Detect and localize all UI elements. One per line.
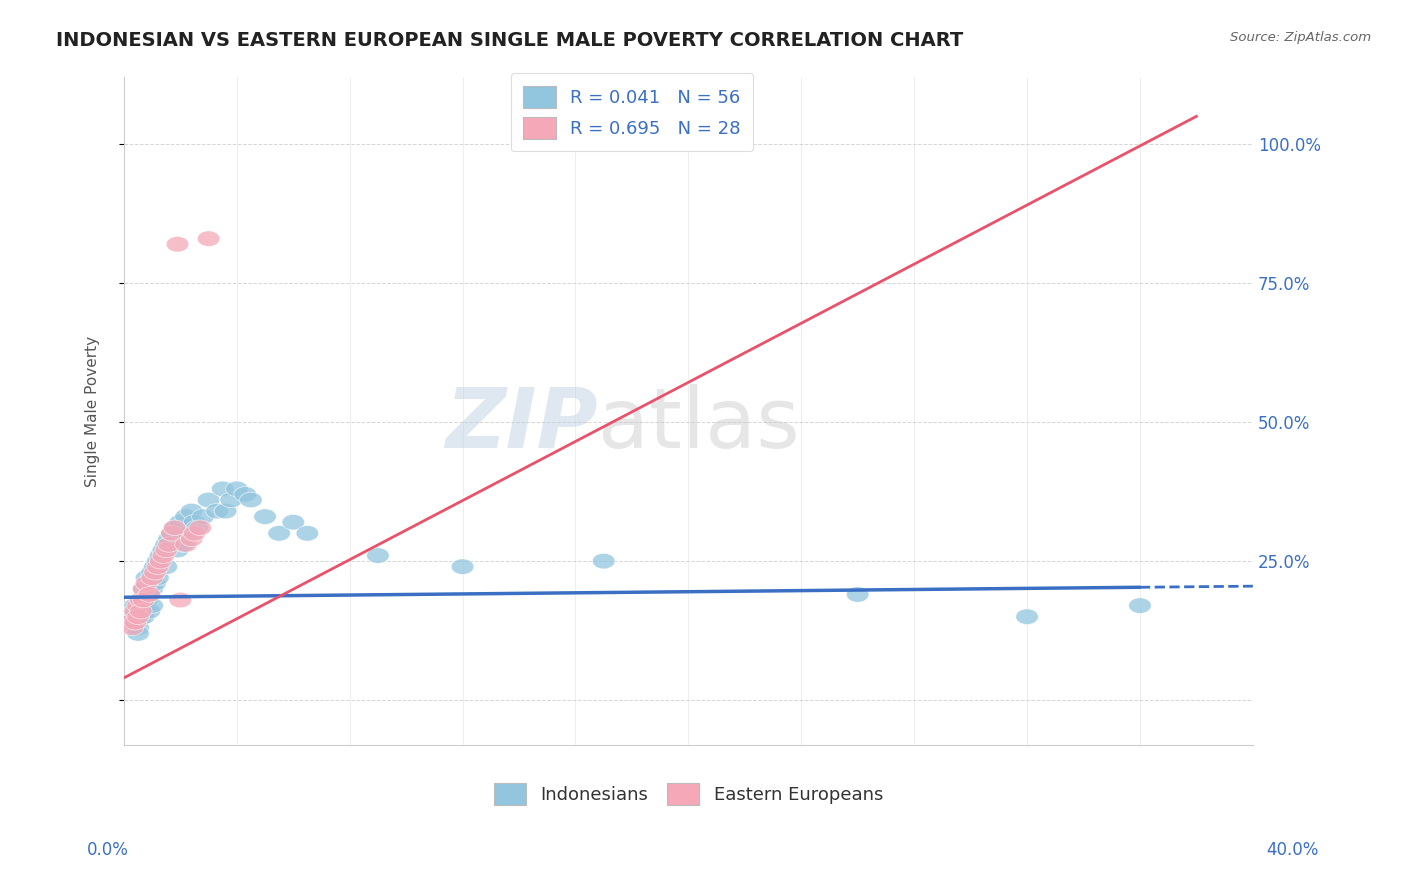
- Ellipse shape: [129, 609, 152, 624]
- Ellipse shape: [118, 615, 141, 630]
- Ellipse shape: [367, 548, 389, 564]
- Ellipse shape: [141, 582, 163, 597]
- Ellipse shape: [129, 592, 152, 607]
- Ellipse shape: [141, 598, 163, 614]
- Ellipse shape: [121, 620, 143, 636]
- Ellipse shape: [169, 515, 191, 530]
- Ellipse shape: [297, 525, 319, 541]
- Ellipse shape: [174, 508, 197, 524]
- Ellipse shape: [177, 525, 200, 541]
- Ellipse shape: [152, 542, 174, 558]
- Ellipse shape: [197, 231, 219, 246]
- Ellipse shape: [127, 598, 149, 614]
- Ellipse shape: [124, 615, 146, 630]
- Text: INDONESIAN VS EASTERN EUROPEAN SINGLE MALE POVERTY CORRELATION CHART: INDONESIAN VS EASTERN EUROPEAN SINGLE MA…: [56, 31, 963, 50]
- Ellipse shape: [127, 620, 149, 636]
- Ellipse shape: [269, 525, 291, 541]
- Ellipse shape: [127, 609, 149, 624]
- Ellipse shape: [118, 615, 141, 630]
- Ellipse shape: [172, 537, 194, 552]
- Ellipse shape: [166, 542, 188, 558]
- Text: ZIP: ZIP: [446, 384, 598, 465]
- Ellipse shape: [143, 565, 166, 580]
- Ellipse shape: [592, 553, 614, 569]
- Ellipse shape: [233, 487, 256, 502]
- Ellipse shape: [197, 492, 219, 508]
- Ellipse shape: [219, 492, 242, 508]
- Ellipse shape: [146, 559, 169, 574]
- Ellipse shape: [129, 592, 152, 607]
- Ellipse shape: [191, 508, 214, 524]
- Ellipse shape: [239, 492, 262, 508]
- Ellipse shape: [174, 537, 197, 552]
- Ellipse shape: [283, 515, 305, 530]
- Ellipse shape: [846, 587, 869, 602]
- Legend: Indonesians, Eastern Europeans: Indonesians, Eastern Europeans: [486, 776, 890, 813]
- Ellipse shape: [186, 520, 208, 535]
- Ellipse shape: [205, 503, 228, 519]
- Ellipse shape: [163, 520, 186, 535]
- Ellipse shape: [129, 603, 152, 619]
- Ellipse shape: [138, 587, 160, 602]
- Ellipse shape: [143, 575, 166, 591]
- Ellipse shape: [180, 531, 202, 547]
- Ellipse shape: [166, 236, 188, 252]
- Ellipse shape: [135, 592, 157, 607]
- Ellipse shape: [124, 598, 146, 614]
- Ellipse shape: [146, 570, 169, 585]
- Ellipse shape: [143, 559, 166, 574]
- Ellipse shape: [188, 520, 211, 535]
- Ellipse shape: [180, 503, 202, 519]
- Ellipse shape: [1015, 609, 1039, 624]
- Ellipse shape: [214, 503, 236, 519]
- Ellipse shape: [141, 570, 163, 585]
- Ellipse shape: [160, 525, 183, 541]
- Y-axis label: Single Male Poverty: Single Male Poverty: [86, 335, 100, 486]
- Ellipse shape: [135, 575, 157, 591]
- Text: atlas: atlas: [598, 384, 800, 465]
- Text: Source: ZipAtlas.com: Source: ZipAtlas.com: [1230, 31, 1371, 45]
- Ellipse shape: [152, 548, 174, 564]
- Ellipse shape: [138, 587, 160, 602]
- Ellipse shape: [183, 525, 205, 541]
- Ellipse shape: [146, 553, 169, 569]
- Ellipse shape: [157, 531, 180, 547]
- Ellipse shape: [149, 548, 172, 564]
- Ellipse shape: [160, 525, 183, 541]
- Ellipse shape: [127, 625, 149, 641]
- Ellipse shape: [451, 559, 474, 574]
- Ellipse shape: [138, 603, 160, 619]
- Ellipse shape: [253, 508, 277, 524]
- Ellipse shape: [155, 537, 177, 552]
- Ellipse shape: [132, 582, 155, 597]
- Ellipse shape: [132, 592, 155, 607]
- Ellipse shape: [1129, 598, 1152, 614]
- Ellipse shape: [141, 565, 163, 580]
- Ellipse shape: [132, 582, 155, 597]
- Text: 0.0%: 0.0%: [87, 841, 129, 859]
- Ellipse shape: [132, 609, 155, 624]
- Ellipse shape: [169, 592, 191, 607]
- Ellipse shape: [124, 603, 146, 619]
- Ellipse shape: [155, 542, 177, 558]
- Ellipse shape: [163, 520, 186, 535]
- Text: 40.0%: 40.0%: [1267, 841, 1319, 859]
- Ellipse shape: [149, 553, 172, 569]
- Ellipse shape: [225, 481, 247, 497]
- Ellipse shape: [157, 537, 180, 552]
- Ellipse shape: [124, 603, 146, 619]
- Ellipse shape: [121, 609, 143, 624]
- Ellipse shape: [155, 559, 177, 574]
- Ellipse shape: [132, 598, 155, 614]
- Ellipse shape: [211, 481, 233, 497]
- Ellipse shape: [183, 515, 205, 530]
- Ellipse shape: [135, 570, 157, 585]
